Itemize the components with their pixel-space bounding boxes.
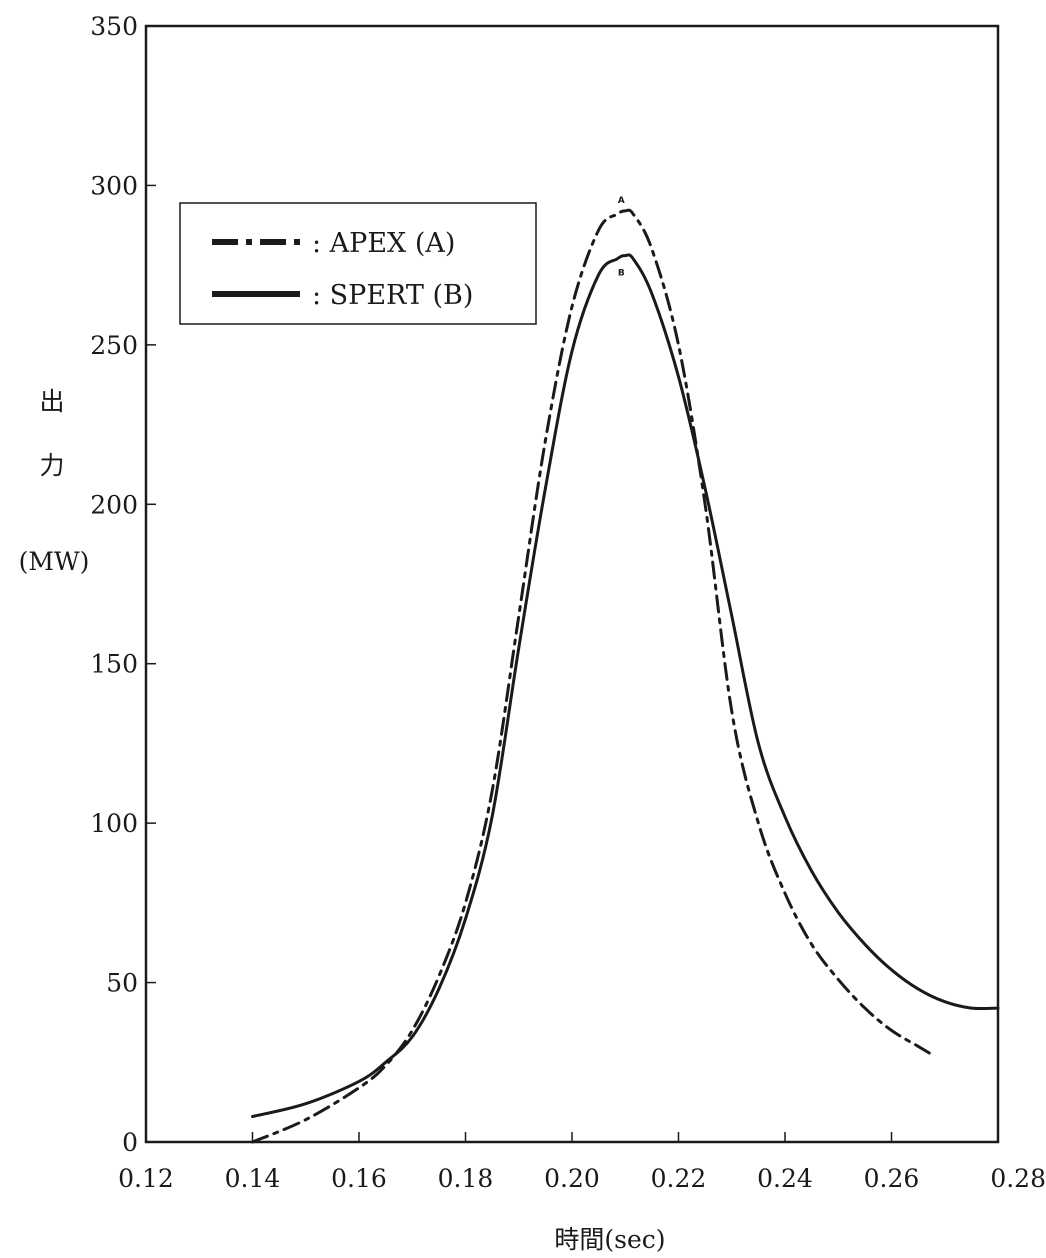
y-axis-label-line-3: (MW) [19, 547, 90, 576]
y-tick-label: 350 [90, 12, 138, 41]
x-tick-label: 0.28 [990, 1164, 1046, 1193]
plot-area [251, 208, 1000, 1144]
x-tick-label: 0.16 [331, 1164, 387, 1193]
y-axis-label-line-2: 力 [39, 451, 64, 480]
x-axis: 0.12 0.14 0.16 0.18 0.20 0.22 0.24 0.26 0.28 [118, 1132, 1046, 1193]
series-line-spert [251, 253, 1000, 1118]
legend: : APEX (A) : SPERT (B) [179, 202, 537, 325]
curve-label-b: B [618, 269, 625, 279]
x-tick-label: 0.14 [225, 1164, 281, 1193]
curve-label-a: A [618, 196, 625, 206]
y-tick-label: 200 [90, 490, 138, 519]
x-tick-label: 0.12 [118, 1164, 174, 1193]
y-tick-label: 0 [122, 1128, 138, 1157]
y-tick-label: 250 [90, 331, 138, 360]
curve-labels: AB [618, 196, 625, 279]
x-tick-label: 0.22 [651, 1164, 707, 1193]
legend-label-apex: : APEX (A) [312, 228, 455, 259]
y-axis-label-line-1: 出 [39, 387, 64, 416]
legend-box [179, 202, 537, 325]
x-tick-label: 0.26 [864, 1164, 920, 1193]
x-tick-label: 0.20 [544, 1164, 600, 1193]
y-tick-label: 150 [90, 650, 138, 679]
x-tick-label: 0.18 [438, 1164, 494, 1193]
y-tick-label: 100 [90, 809, 138, 838]
plot-frame [144, 24, 1000, 1144]
series-line-apex [251, 208, 936, 1144]
x-axis-label: 時間(sec) [554, 1225, 665, 1254]
y-axis: 0 50 100 150 200 250 300 350 [90, 12, 156, 1157]
legend-label-spert: : SPERT (B) [312, 280, 473, 311]
y-tick-label: 300 [90, 171, 138, 200]
x-tick-label: 0.24 [757, 1164, 813, 1193]
y-tick-label: 50 [106, 969, 138, 998]
